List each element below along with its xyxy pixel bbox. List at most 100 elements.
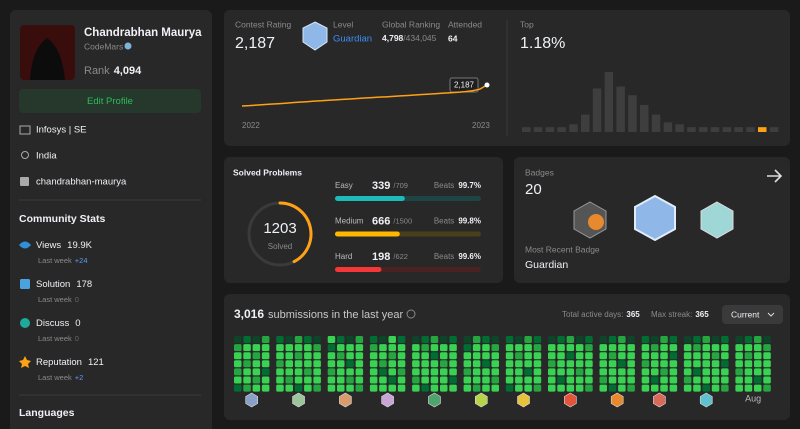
- heatmap-cell: [711, 344, 720, 352]
- heatmap-cell: [599, 376, 607, 384]
- heatmap-cell: [627, 344, 635, 352]
- heatmap-cell: [421, 368, 429, 376]
- guardian-badge: [302, 21, 328, 51]
- attended: 64: [448, 33, 458, 43]
- beats-label: Beats: [434, 217, 454, 226]
- heatmap-cell: [337, 384, 345, 392]
- level-name: Hard: [335, 252, 352, 261]
- heatmap-cell: [397, 336, 406, 343]
- level-count: 666/1500: [372, 215, 412, 227]
- heatmap-cell: [397, 384, 406, 392]
- heatmap-cell: [397, 352, 406, 360]
- heatmap-cell: [355, 384, 364, 392]
- rating-label: Contest Rating: [235, 19, 291, 29]
- last-week-value: 0: [75, 295, 79, 304]
- heatmap-cell: [618, 352, 626, 360]
- month-icon: [475, 392, 488, 408]
- badge-icon[interactable]: [634, 194, 676, 242]
- heatmap-cell: [693, 344, 701, 352]
- heatmap-cell: [585, 360, 593, 368]
- level-beats: Beats 99.8%: [434, 217, 481, 226]
- level-solved: 339: [372, 180, 390, 192]
- last-week-label: Last week: [38, 295, 72, 304]
- heatmap-cell: [557, 360, 565, 368]
- month-icon: [292, 392, 305, 408]
- last-week: Last week 0: [38, 295, 79, 304]
- heatmap-cell: [355, 360, 364, 368]
- heatmap-cell: [754, 344, 762, 352]
- heatmap-cell: [388, 376, 396, 384]
- heatmap-cell: [294, 344, 303, 352]
- heatmap-cell: [440, 368, 448, 376]
- level-count: 339/709: [372, 180, 408, 192]
- heatmap-cell: [599, 384, 607, 392]
- heatmap-cell: [337, 344, 345, 352]
- heatmap-cell: [421, 352, 429, 360]
- solution-icon: [20, 279, 30, 289]
- heatmap-cell: [430, 336, 439, 343]
- level-count: 198/622: [372, 251, 408, 263]
- rating-dot: [484, 82, 490, 88]
- heatmap-cell: [397, 376, 406, 384]
- heatmap-cell: [412, 376, 420, 384]
- heatmap-cell: [735, 336, 743, 343]
- heatmap-cell: [669, 368, 678, 376]
- heatmap-cell: [669, 384, 678, 392]
- heatmap-cell: [693, 384, 701, 392]
- heatmap-cell: [379, 376, 387, 384]
- heatmap-cell: [575, 384, 584, 392]
- heatmap-cell: [505, 376, 514, 384]
- heatmap-cell: [627, 352, 635, 360]
- heatmap-cell: [369, 384, 378, 392]
- heatmap-cell: [472, 368, 481, 376]
- month-label: Aug: [745, 393, 761, 403]
- heatmap-cell: [472, 384, 481, 392]
- dropdown-label: Current: [731, 309, 760, 319]
- end-year: 2023: [472, 121, 490, 130]
- badge-icon-detail: [588, 214, 604, 230]
- heatmap-cell: [276, 336, 284, 343]
- heatmap-cell: [754, 360, 762, 368]
- heatmap-cell: [735, 384, 743, 392]
- heatmap-cell: [482, 336, 490, 343]
- heatmap-cell: [388, 352, 396, 360]
- badges-arrow[interactable]: [767, 169, 783, 183]
- heatmap-cell: [234, 384, 242, 392]
- heatmap-cell: [261, 384, 270, 392]
- heatmap-cell: [515, 344, 523, 352]
- heatmap-cell: [337, 368, 345, 376]
- heatmap-cell: [327, 376, 336, 384]
- heatmap-cell: [482, 368, 490, 376]
- heatmap-cell: [702, 336, 710, 343]
- info-icon[interactable]: [406, 309, 416, 319]
- month-icon: [517, 392, 530, 408]
- heatmap-cell: [744, 376, 753, 384]
- stat-value: 178: [76, 279, 92, 290]
- level-total: 709: [395, 181, 408, 190]
- last-week-label: Last week: [38, 256, 72, 265]
- heatmap-cell: [243, 384, 251, 392]
- level: Guardian: [333, 34, 372, 45]
- heatmap-cell: [669, 360, 678, 368]
- top-value: 1.18%: [520, 35, 565, 52]
- heatmap-cell: [524, 368, 532, 376]
- heatmap-cell: [566, 360, 575, 368]
- level-beats: Beats 99.7%: [434, 181, 481, 190]
- global-label: Global Ranking: [382, 19, 440, 29]
- heatmap-cell: [397, 368, 406, 376]
- heatmap-cell: [548, 376, 556, 384]
- handle[interactable]: chandrabhan-maurya: [36, 177, 127, 188]
- heatmap-cell: [533, 336, 542, 343]
- heatmap-cell: [294, 384, 303, 392]
- level-total: 1500: [395, 216, 412, 225]
- heatmap-cell: [327, 336, 336, 343]
- badge-icon[interactable]: [700, 201, 734, 239]
- heatmap-cell: [276, 344, 284, 352]
- heatmap-cell: [440, 360, 448, 368]
- year-dropdown[interactable]: [722, 305, 783, 324]
- solved-card: [224, 157, 503, 283]
- heatmap-cell: [252, 336, 261, 343]
- edit-profile-button[interactable]: [19, 89, 201, 113]
- distribution-bar: [687, 127, 696, 132]
